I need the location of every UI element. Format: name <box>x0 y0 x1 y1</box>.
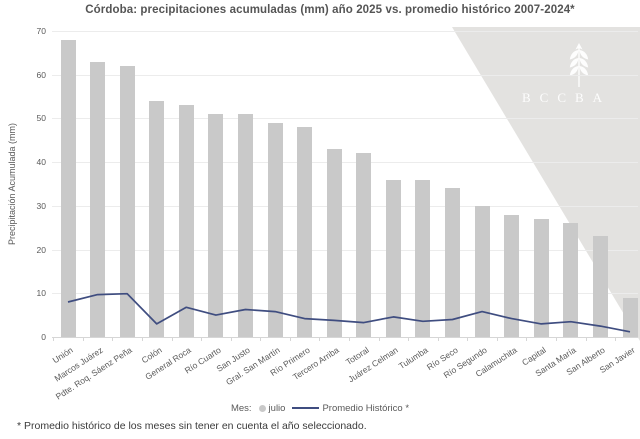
bar-Totoral[interactable] <box>356 153 372 337</box>
x-axis-tickmark <box>556 338 558 341</box>
x-axis-tickmark <box>467 338 469 341</box>
bar-Río Seco[interactable] <box>445 188 461 337</box>
y-axis-tick-label: 60 <box>36 69 46 80</box>
x-axis-tickmark <box>408 338 410 341</box>
x-axis-tickmark <box>289 338 291 341</box>
bar-Unión[interactable] <box>60 39 76 337</box>
bar-Santa María[interactable] <box>563 223 579 337</box>
bar-Río Cuarto[interactable] <box>208 114 224 337</box>
legend-line-swatch[interactable] <box>292 407 320 409</box>
wheat-icon <box>569 43 589 87</box>
x-axis-tickmark <box>319 338 321 341</box>
x-axis-tickmark <box>201 338 203 341</box>
legend-line-label[interactable]: Promedio Histórico * <box>322 402 410 414</box>
bar-General Roca[interactable] <box>178 105 194 337</box>
x-axis-tickmark <box>53 338 55 341</box>
bar-Tulumba[interactable] <box>415 179 431 337</box>
x-axis-tickmark <box>378 338 380 341</box>
bar-San Alberto[interactable] <box>592 236 608 337</box>
x-axis-tickmark <box>437 338 439 341</box>
x-axis-tickmark <box>615 338 617 341</box>
y-axis-tick-label: 0 <box>41 332 46 342</box>
y-axis-tick-label: 30 <box>36 200 46 211</box>
bar-Capital[interactable] <box>533 218 549 337</box>
x-axis-tickmark <box>112 338 114 341</box>
y-axis-tick-label: 20 <box>36 244 46 255</box>
x-axis-tickmark <box>260 338 262 341</box>
bar-Pdte. Roq. Sáenz Peña[interactable] <box>119 65 135 337</box>
legend-mes-label: Mes: <box>230 402 252 414</box>
gridline-40 <box>52 162 638 164</box>
gridline-10 <box>52 293 638 295</box>
legend: Mes: julio Promedio Histórico * <box>0 400 640 416</box>
gridline-60 <box>52 74 638 76</box>
bar-Gral. San Martín[interactable] <box>267 122 283 337</box>
bar-Tercero Arriba[interactable] <box>326 149 342 337</box>
footnote: * Promedio histórico de los meses sin te… <box>17 420 367 432</box>
legend-julio-label[interactable]: julio <box>268 402 286 414</box>
x-axis-line <box>52 337 638 338</box>
x-axis-tickmark <box>496 338 498 341</box>
y-axis-tick-label: 70 <box>36 26 46 36</box>
legend-julio-dot[interactable] <box>258 404 266 412</box>
bar-Río Segundo[interactable] <box>474 205 490 337</box>
bar-Marcos Juárez[interactable] <box>90 61 106 337</box>
y-axis-tick-label: 50 <box>36 113 46 124</box>
x-axis-tickmark <box>526 338 528 341</box>
y-axis-title: Precipitación Acumulada (mm) <box>7 122 17 246</box>
bar-Calamuchita[interactable] <box>504 214 520 337</box>
x-axis-tickmark <box>230 338 232 341</box>
x-axis-tickmark <box>141 338 143 341</box>
bar-Colón[interactable] <box>149 100 165 337</box>
bar-San Justo[interactable] <box>237 114 253 337</box>
y-axis-tick-label: 40 <box>36 157 46 168</box>
chart-title: Córdoba: precipitaciones acumuladas (mm)… <box>85 4 575 16</box>
gridline-30 <box>52 205 638 207</box>
gridline-70 <box>52 31 638 32</box>
x-axis-tickmark <box>82 338 84 341</box>
x-axis-tickmark <box>171 338 173 341</box>
y-axis-tick-label: 10 <box>36 288 46 299</box>
x-axis-tickmark <box>585 338 587 341</box>
gridline-50 <box>52 118 638 120</box>
x-axis-tickmark <box>349 338 350 341</box>
y-axis-title-wrap: Precipitación Acumulada (mm) <box>4 31 20 337</box>
watermark-text: BCCBA <box>522 90 612 105</box>
gridline-20 <box>52 249 638 251</box>
bar-San Javier[interactable] <box>622 297 638 337</box>
bar-Río Primero[interactable] <box>297 127 313 337</box>
bar-Juárez Celman[interactable] <box>385 179 401 337</box>
